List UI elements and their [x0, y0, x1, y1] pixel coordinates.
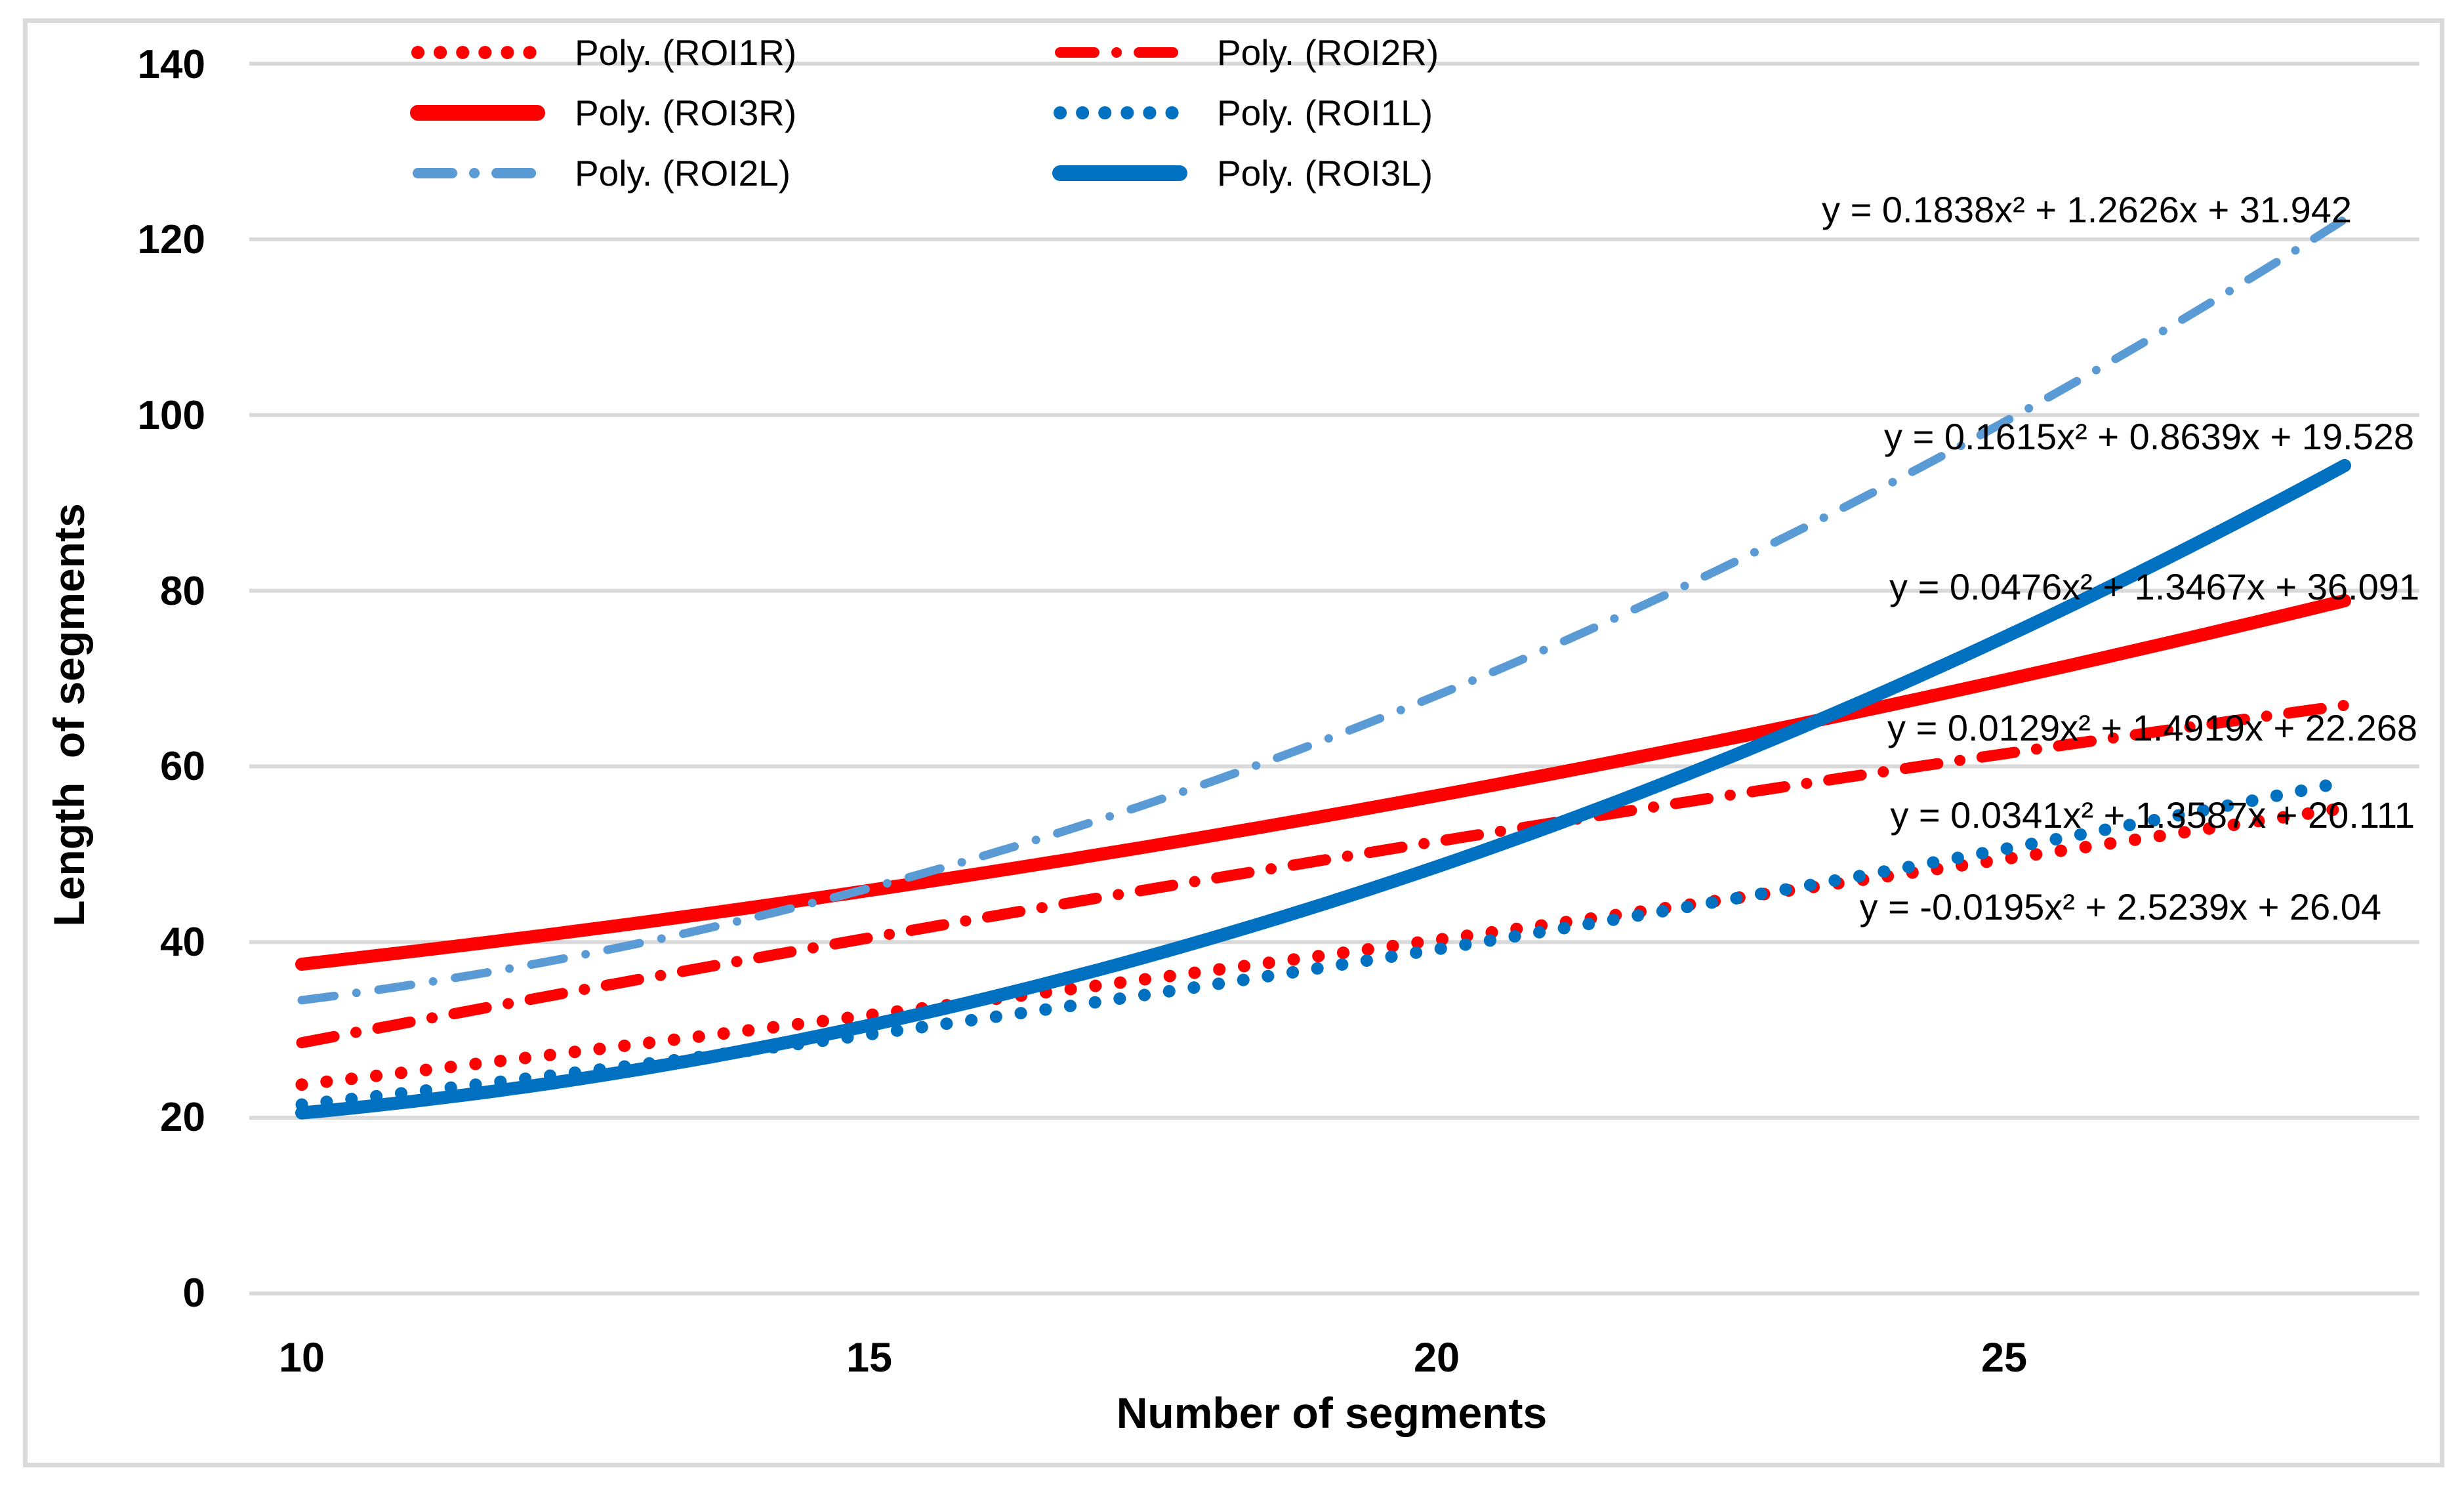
y-tick-label: 40: [160, 920, 205, 965]
y-tick-label: 100: [137, 393, 205, 438]
chart-border: [23, 18, 2444, 1467]
trendline-equation-roi1l: y = 0.0341x² + 1.3587x + 20.111: [1890, 794, 2415, 836]
trendline-roi3l: [295, 458, 2351, 1120]
x-tick-label: 25: [1981, 1335, 2028, 1381]
trendline-equation-roi2l: y = 0.1838x² + 1.2626x + 31.942: [1822, 189, 2352, 230]
legend-item-roi2r: Poly. (ROI2R): [1051, 26, 1439, 79]
trendline-roi1l: [295, 775, 2351, 1111]
trendlines: [295, 214, 2351, 1120]
trendline-equation-roi3l: y = 0.1615x² + 0.8639x + 19.528: [1884, 416, 2414, 457]
trendline-sample-icon: [413, 168, 543, 178]
trendline-sample-icon: [1052, 165, 1187, 181]
trendline-sample-icon: [411, 46, 544, 59]
trendline-sample-icon: [410, 105, 545, 121]
trendline-sample-icon: [1054, 106, 1186, 119]
x-tick-label: 20: [1413, 1335, 1460, 1381]
trendline-equation-roi3r: y = 0.0476x² + 1.3467x + 36.091: [1889, 566, 2419, 607]
trendline-equation-roi1r: y = 0.0129x² + 1.4919x + 22.268: [1887, 707, 2417, 748]
y-tick-label: 60: [160, 744, 205, 789]
y-axis-title: Length of segments: [45, 503, 93, 927]
trendline-roi3r: [295, 594, 2351, 971]
y-tick-label: 0: [182, 1271, 205, 1316]
x-tick-label: 10: [278, 1335, 325, 1381]
y-tick-label: 80: [160, 569, 205, 614]
legend-item-label: Poly. (ROI2L): [575, 153, 791, 193]
y-tick-label: 140: [137, 42, 205, 87]
legend-item-label: Poly. (ROI1R): [575, 32, 797, 73]
legend-item-label: Poly. (ROI3R): [575, 92, 797, 133]
trendline-roi2l: [297, 214, 2349, 1005]
y-tick-label: 120: [137, 217, 205, 262]
legend-item-roi1r: Poly. (ROI1R): [409, 26, 796, 79]
legend-item-roi1l: Poly. (ROI1L): [1051, 87, 1433, 139]
y-tick-label: 20: [160, 1095, 205, 1140]
legend-item-roi2l: Poly. (ROI2L): [409, 147, 791, 199]
legend-item-roi3r: Poly. (ROI3R): [409, 87, 796, 139]
legend-item-label: Poly. (ROI3L): [1217, 153, 1433, 193]
legend-item-label: Poly. (ROI2R): [1217, 32, 1439, 73]
x-tick-label: 15: [846, 1335, 893, 1381]
trendline-roi1r: [295, 802, 2351, 1091]
trendline-roi2r: [296, 699, 2351, 1049]
legend-item-roi3l: Poly. (ROI3L): [1051, 147, 1433, 199]
x-axis-title: Number of segments: [1116, 1389, 1548, 1437]
legend-item-label: Poly. (ROI1L): [1217, 92, 1433, 133]
trendline-sample-icon: [1055, 47, 1185, 58]
trendline-equation-roi2r: y = -0.0195x² + 2.5239x + 26.04: [1859, 886, 2381, 927]
gridlines: [249, 62, 2419, 1295]
